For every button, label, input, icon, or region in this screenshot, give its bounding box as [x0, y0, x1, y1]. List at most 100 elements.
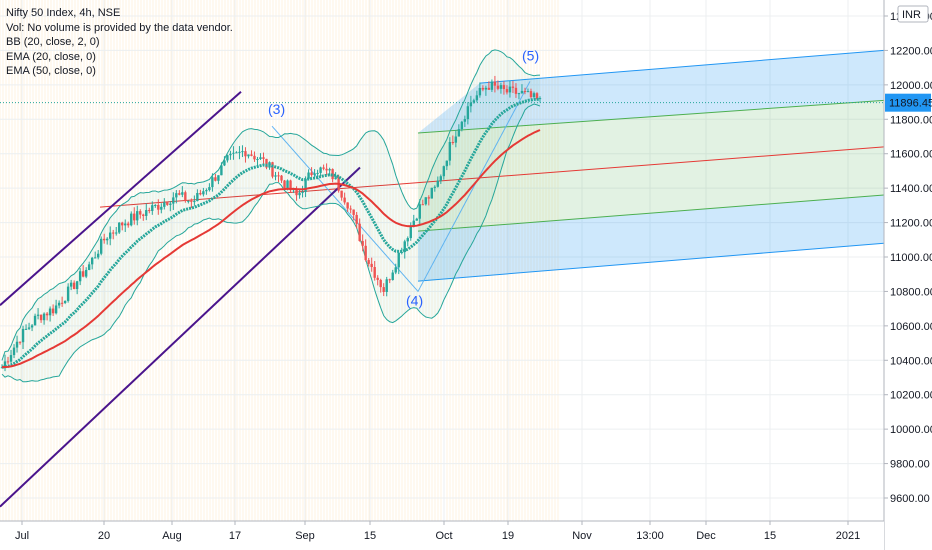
candle-body: [178, 193, 181, 195]
candle-body: [145, 210, 148, 216]
fib-channel-line: [99, 146, 885, 208]
candle-body: [349, 208, 352, 210]
candle-body: [301, 191, 304, 193]
candle-body: [12, 347, 16, 356]
candle-body: [283, 180, 286, 189]
candle-body: [307, 172, 310, 179]
fib-channel-line: [417, 194, 885, 232]
candle-body: [388, 279, 391, 281]
candle-body: [454, 136, 458, 143]
candle-body: [415, 218, 418, 221]
candle-body: [75, 281, 79, 290]
legend-ema50[interactable]: EMA (50, close, 0): [6, 65, 96, 78]
candle-body: [196, 192, 199, 202]
candle-body: [313, 173, 316, 176]
candle-body: [57, 302, 61, 306]
candle-body: [535, 93, 539, 99]
last-price-label: 11896.45: [889, 98, 932, 110]
candle-body: [60, 302, 64, 304]
candle-body: [15, 341, 19, 348]
candle-body: [30, 325, 34, 328]
candle-body: [90, 257, 94, 265]
candle-body: [433, 186, 437, 188]
candle-body: [325, 168, 328, 171]
candle-body: [262, 157, 265, 159]
x-tick-label: 15: [364, 530, 376, 542]
candle-body: [298, 192, 301, 196]
x-tick-label: 2021: [836, 530, 860, 542]
candle-body: [96, 253, 100, 258]
x-tick-label: 15: [764, 530, 776, 542]
last-price-badge: [885, 93, 931, 112]
candle-body: [382, 287, 385, 292]
candle-body: [340, 190, 343, 198]
candle-body: [81, 271, 85, 277]
candle-body: [511, 86, 515, 88]
fib-channel-fill: [418, 100, 884, 183]
candle-body: [478, 87, 482, 96]
candle-body: [304, 178, 307, 192]
candle-body: [223, 160, 226, 166]
candle-body: [54, 305, 58, 314]
candle-body: [355, 214, 358, 224]
candle-body: [109, 232, 112, 239]
candle-body: [199, 192, 202, 195]
candle-body: [172, 197, 175, 204]
ema50-line: [1, 129, 541, 369]
candle-body: [51, 308, 55, 314]
candle-body: [105, 238, 109, 241]
legend-title[interactable]: Nifty 50 Index, 4h, NSE: [6, 7, 121, 19]
candle-body: [502, 85, 506, 90]
candle-body: [211, 177, 214, 188]
candle-body: [193, 201, 196, 203]
candle-body: [259, 157, 262, 159]
candle-body: [78, 271, 82, 282]
legend-ema20[interactable]: EMA (20, close, 0): [6, 50, 96, 63]
candle-body: [0, 367, 4, 369]
candle-body: [421, 204, 424, 206]
legend-volume-note[interactable]: Vol: No volume is provided by the data v…: [6, 21, 233, 34]
candle-body: [232, 152, 235, 154]
candle-body: [274, 175, 277, 177]
fib-channel-line: [417, 242, 885, 282]
candle-body: [217, 175, 220, 181]
bb-lower-line: [1, 103, 541, 383]
candle-body: [505, 89, 509, 93]
candle-body: [481, 87, 485, 90]
y-tick-label: 12200.00: [890, 45, 932, 57]
candle-body: [370, 263, 373, 268]
candle-body: [202, 191, 205, 195]
y-tick-label: 11600.00: [890, 149, 932, 161]
candle-body: [63, 300, 67, 303]
y-tick-label: 10200.00: [890, 390, 932, 402]
candle-body: [484, 87, 488, 90]
x-tick-label: Aug: [162, 530, 182, 542]
candle-body: [289, 180, 292, 191]
candle-body: [472, 100, 476, 103]
candle-body: [93, 257, 97, 259]
candle-body: [448, 142, 452, 161]
candle-body: [24, 328, 28, 330]
candle-body: [142, 214, 145, 216]
y-tick-label: 10400.00: [890, 355, 932, 367]
price-axis-background: [884, 0, 932, 550]
candle-body: [166, 202, 169, 205]
legend-bb[interactable]: BB (20, close, 2, 0): [6, 36, 100, 49]
bb-upper-line: [1, 49, 541, 361]
candle-body: [520, 90, 524, 94]
candle-body: [364, 245, 367, 261]
candle-body: [42, 313, 46, 321]
candle-body: [391, 272, 394, 281]
candle-body: [346, 202, 349, 209]
candle-body: [27, 327, 31, 329]
candle-body: [181, 192, 184, 195]
candle-body: [376, 277, 379, 280]
candle-body: [18, 341, 22, 343]
candle-body: [508, 86, 512, 93]
candle-body: [418, 204, 421, 219]
candle-body: [466, 106, 470, 120]
candle-body: [112, 232, 115, 234]
candle-body: [409, 226, 412, 239]
fib-channel-fill: [418, 195, 884, 282]
